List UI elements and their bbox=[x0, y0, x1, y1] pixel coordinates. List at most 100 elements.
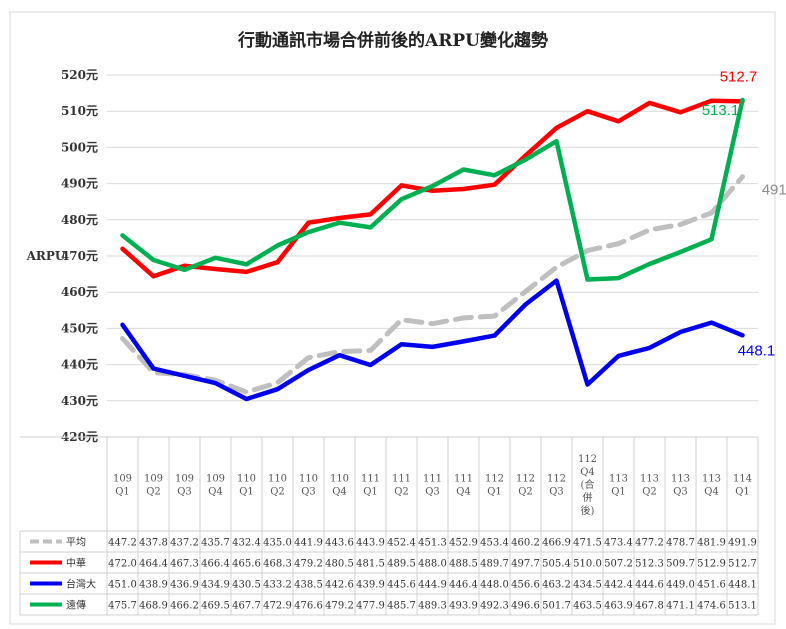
table-cell-value: 445.6 bbox=[387, 580, 416, 591]
legend-label: 遠傳 bbox=[66, 599, 86, 612]
x-tick-label: Q2 bbox=[642, 487, 657, 498]
table-cell-value: 509.7 bbox=[666, 559, 695, 570]
table-cell-value: 467.8 bbox=[635, 601, 664, 612]
y-tick-label: 440元 bbox=[61, 358, 98, 372]
table-cell-value: 452.4 bbox=[387, 538, 416, 549]
x-tick-label: Q1 bbox=[363, 487, 378, 498]
series-lines bbox=[120, 97, 745, 402]
table-cell-value: 439.9 bbox=[356, 580, 385, 591]
x-tick-label: 112 bbox=[485, 474, 504, 485]
table-cell-value: 489.3 bbox=[418, 601, 447, 612]
table-cell-value: 478.7 bbox=[666, 538, 695, 549]
legend-label: 平均 bbox=[66, 537, 86, 549]
y-axis-ticks: 420元430元440元450元460元470元480元490元500元510元… bbox=[61, 68, 98, 444]
x-tick-label: Q1 bbox=[487, 487, 502, 498]
data-table: 109 Q1 109 Q2 109 Q3 109 Q4 110 Q1 110 Q2 110 Q3 110 Q4… bbox=[19, 436, 759, 616]
table-cell-value: 437.8 bbox=[139, 538, 168, 549]
y-tick-label: 490元 bbox=[61, 177, 98, 191]
table-cell-value: 435.0 bbox=[263, 538, 292, 549]
table-cell-value: 456.6 bbox=[511, 580, 540, 591]
table-cell-value: 463.9 bbox=[604, 601, 633, 612]
table-cell-value: 505.4 bbox=[542, 559, 571, 570]
table-cell-value: 491.9 bbox=[728, 538, 757, 549]
x-tick-label: 109 bbox=[175, 474, 194, 485]
table-cell-value: 446.4 bbox=[449, 580, 478, 591]
series-line bbox=[120, 278, 745, 402]
x-tick-label: 111 bbox=[392, 474, 411, 485]
table-cell-value: 489.7 bbox=[480, 559, 509, 570]
table-cell-value: 474.6 bbox=[697, 601, 726, 612]
table-cell-value: 469.5 bbox=[201, 601, 230, 612]
table-cell-value: 442.6 bbox=[325, 580, 354, 591]
table-cell-value: 481.9 bbox=[697, 538, 726, 549]
table-cell-value: 435.7 bbox=[201, 538, 230, 549]
table-cell-value: 493.9 bbox=[449, 601, 478, 612]
x-tick-label: 後) bbox=[581, 504, 595, 517]
end-value-label: 491.9 bbox=[762, 182, 786, 199]
x-tick-label: Q4 bbox=[456, 487, 471, 498]
x-tick-label: 110 bbox=[237, 474, 256, 485]
table-cell-value: 434.5 bbox=[573, 580, 602, 591]
table-cell-value: 451.0 bbox=[108, 580, 137, 591]
x-tick-label: 113 bbox=[640, 474, 659, 485]
table-cell-value: 479.2 bbox=[294, 559, 323, 570]
x-tick-label: Q4 bbox=[704, 487, 719, 498]
y-tick-label: 480元 bbox=[61, 213, 98, 227]
chart-title: 行動通訊市場合併前後的ARPU變化趨勢 bbox=[237, 30, 548, 51]
x-tick-label: (合 bbox=[581, 478, 595, 491]
x-tick-label: 113 bbox=[609, 474, 628, 485]
table-cell-value: 463.5 bbox=[573, 601, 602, 612]
table-cell-value: 468.3 bbox=[263, 559, 292, 570]
table-cell-value: 453.4 bbox=[480, 538, 509, 549]
table-cell-value: 507.2 bbox=[604, 559, 633, 570]
y-tick-label: 500元 bbox=[61, 140, 98, 154]
x-tick-label: 111 bbox=[423, 474, 442, 485]
table-cell-value: 472.9 bbox=[263, 601, 292, 612]
x-tick-label: Q4 bbox=[580, 467, 595, 478]
x-tick-label: Q1 bbox=[735, 487, 750, 498]
table-cell-value: 501.7 bbox=[542, 601, 571, 612]
x-tick-label: 110 bbox=[299, 474, 318, 485]
table-cell-value: 471.5 bbox=[573, 538, 602, 549]
x-tick-label: 112 bbox=[547, 474, 566, 485]
table-cell-value: 466.9 bbox=[542, 538, 571, 549]
table-cell-value: 441.9 bbox=[294, 538, 323, 549]
legend-label: 中華 bbox=[66, 557, 86, 570]
x-tick-label: Q3 bbox=[301, 487, 316, 498]
x-tick-label: Q2 bbox=[518, 487, 533, 498]
end-value-label: 448.1 bbox=[738, 342, 776, 359]
table-cell-value: 473.4 bbox=[604, 538, 633, 549]
table-cell-value: 448.1 bbox=[728, 580, 757, 591]
table-cell-value: 437.2 bbox=[170, 538, 199, 549]
end-value-label: 512.7 bbox=[720, 68, 758, 85]
table-cell-value: 444.6 bbox=[635, 580, 664, 591]
table-cell-value: 447.2 bbox=[108, 538, 137, 549]
x-tick-label: 113 bbox=[671, 474, 690, 485]
table-cell-value: 430.5 bbox=[232, 580, 261, 591]
table-cell-value: 512.9 bbox=[697, 559, 726, 570]
x-tick-label: Q3 bbox=[177, 487, 192, 498]
table-cell-value: 432.4 bbox=[232, 538, 261, 549]
x-tick-label: Q2 bbox=[270, 487, 285, 498]
table-cell-value: 452.9 bbox=[449, 538, 478, 549]
table-cell-value: 467.7 bbox=[232, 601, 261, 612]
x-tick-label: 併 bbox=[583, 491, 593, 504]
table-cell-value: 497.7 bbox=[511, 559, 540, 570]
x-tick-label: 109 bbox=[113, 474, 132, 485]
y-axis-label: ARPU bbox=[26, 249, 66, 263]
x-tick-label: 110 bbox=[330, 474, 349, 485]
table-cell-value: 466.4 bbox=[201, 559, 230, 570]
x-tick-label: Q3 bbox=[549, 487, 564, 498]
end-labels: 491.9 512.7 448.1 513.1 bbox=[702, 68, 786, 359]
table-cell-value: 485.7 bbox=[387, 601, 416, 612]
x-tick-label: Q4 bbox=[208, 487, 223, 498]
table-cell-value: 443.9 bbox=[356, 538, 385, 549]
table-cell-value: 434.9 bbox=[201, 580, 230, 591]
table-cell-value: 475.7 bbox=[108, 601, 137, 612]
table-cell-value: 510.0 bbox=[573, 559, 602, 570]
x-tick-label: Q2 bbox=[146, 487, 161, 498]
table-cell-value: 438.5 bbox=[294, 580, 323, 591]
table-cell-value: 492.3 bbox=[480, 601, 509, 612]
y-tick-label: 520元 bbox=[61, 68, 98, 82]
